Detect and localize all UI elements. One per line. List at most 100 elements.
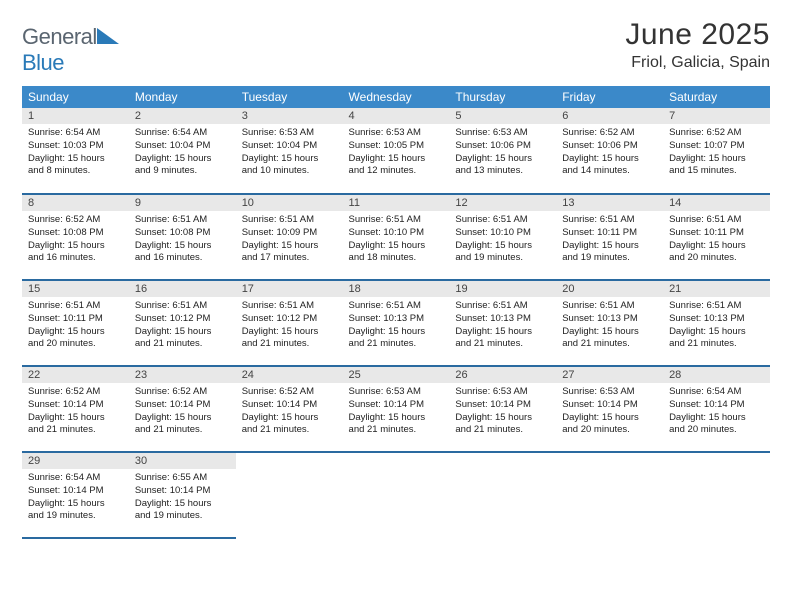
calendar-body: 1Sunrise: 6:54 AMSunset: 10:03 PMDayligh… [22,108,770,538]
brand-text: GeneralBlue [22,24,119,76]
calendar-cell: 13Sunrise: 6:51 AMSunset: 10:11 PMDaylig… [556,194,663,280]
triangle-icon [97,28,119,44]
day-number: 22 [22,367,129,383]
day-details: Sunrise: 6:52 AMSunset: 10:14 PMDaylight… [129,383,236,441]
weekday-header: Tuesday [236,86,343,108]
calendar-cell: 6Sunrise: 6:52 AMSunset: 10:06 PMDayligh… [556,108,663,194]
brand-word-1: General [22,24,97,49]
calendar-cell [236,452,343,538]
day-number: 29 [22,453,129,469]
calendar-cell: 25Sunrise: 6:53 AMSunset: 10:14 PMDaylig… [343,366,450,452]
calendar-cell: 11Sunrise: 6:51 AMSunset: 10:10 PMDaylig… [343,194,450,280]
calendar-cell: 12Sunrise: 6:51 AMSunset: 10:10 PMDaylig… [449,194,556,280]
day-details: Sunrise: 6:51 AMSunset: 10:13 PMDaylight… [663,297,770,355]
calendar-cell: 18Sunrise: 6:51 AMSunset: 10:13 PMDaylig… [343,280,450,366]
calendar-cell: 9Sunrise: 6:51 AMSunset: 10:08 PMDayligh… [129,194,236,280]
calendar-cell: 5Sunrise: 6:53 AMSunset: 10:06 PMDayligh… [449,108,556,194]
day-details: Sunrise: 6:51 AMSunset: 10:11 PMDaylight… [556,211,663,269]
calendar-cell: 23Sunrise: 6:52 AMSunset: 10:14 PMDaylig… [129,366,236,452]
calendar-cell: 19Sunrise: 6:51 AMSunset: 10:13 PMDaylig… [449,280,556,366]
day-number: 25 [343,367,450,383]
day-number: 30 [129,453,236,469]
title-block: June 2025 Friol, Galicia, Spain [625,18,770,72]
calendar-cell: 10Sunrise: 6:51 AMSunset: 10:09 PMDaylig… [236,194,343,280]
day-number: 10 [236,195,343,211]
weekday-header: Friday [556,86,663,108]
calendar-cell: 3Sunrise: 6:53 AMSunset: 10:04 PMDayligh… [236,108,343,194]
calendar-cell: 7Sunrise: 6:52 AMSunset: 10:07 PMDayligh… [663,108,770,194]
calendar-cell: 8Sunrise: 6:52 AMSunset: 10:08 PMDayligh… [22,194,129,280]
day-details: Sunrise: 6:51 AMSunset: 10:13 PMDaylight… [343,297,450,355]
calendar-cell: 28Sunrise: 6:54 AMSunset: 10:14 PMDaylig… [663,366,770,452]
day-number: 27 [556,367,663,383]
calendar-cell: 20Sunrise: 6:51 AMSunset: 10:13 PMDaylig… [556,280,663,366]
calendar-cell [663,452,770,538]
day-number: 16 [129,281,236,297]
day-details: Sunrise: 6:55 AMSunset: 10:14 PMDaylight… [129,469,236,527]
location-subtitle: Friol, Galicia, Spain [625,54,770,72]
page-header: GeneralBlue June 2025 Friol, Galicia, Sp… [22,18,770,76]
day-details: Sunrise: 6:54 AMSunset: 10:14 PMDaylight… [663,383,770,441]
day-details: Sunrise: 6:52 AMSunset: 10:08 PMDaylight… [22,211,129,269]
day-number: 12 [449,195,556,211]
day-details: Sunrise: 6:54 AMSunset: 10:03 PMDaylight… [22,124,129,182]
day-number: 4 [343,108,450,124]
day-number: 6 [556,108,663,124]
day-number: 28 [663,367,770,383]
calendar-cell: 2Sunrise: 6:54 AMSunset: 10:04 PMDayligh… [129,108,236,194]
day-number: 18 [343,281,450,297]
day-number: 5 [449,108,556,124]
calendar-cell [343,452,450,538]
day-number: 3 [236,108,343,124]
calendar-cell: 16Sunrise: 6:51 AMSunset: 10:12 PMDaylig… [129,280,236,366]
day-details: Sunrise: 6:53 AMSunset: 10:14 PMDaylight… [556,383,663,441]
day-number: 23 [129,367,236,383]
day-details: Sunrise: 6:51 AMSunset: 10:10 PMDaylight… [343,211,450,269]
day-number: 9 [129,195,236,211]
day-details: Sunrise: 6:51 AMSunset: 10:12 PMDaylight… [129,297,236,355]
calendar-cell [449,452,556,538]
day-details: Sunrise: 6:52 AMSunset: 10:14 PMDaylight… [22,383,129,441]
day-details: Sunrise: 6:52 AMSunset: 10:07 PMDaylight… [663,124,770,182]
day-number: 7 [663,108,770,124]
day-number: 11 [343,195,450,211]
day-details: Sunrise: 6:53 AMSunset: 10:14 PMDaylight… [449,383,556,441]
weekday-header: Monday [129,86,236,108]
weekday-header: Thursday [449,86,556,108]
day-details: Sunrise: 6:52 AMSunset: 10:06 PMDaylight… [556,124,663,182]
day-details: Sunrise: 6:54 AMSunset: 10:14 PMDaylight… [22,469,129,527]
day-number: 8 [22,195,129,211]
day-number: 1 [22,108,129,124]
weekday-header: Sunday [22,86,129,108]
calendar-cell: 30Sunrise: 6:55 AMSunset: 10:14 PMDaylig… [129,452,236,538]
day-details: Sunrise: 6:51 AMSunset: 10:11 PMDaylight… [22,297,129,355]
day-details: Sunrise: 6:51 AMSunset: 10:08 PMDaylight… [129,211,236,269]
weekday-header: Wednesday [343,86,450,108]
day-details: Sunrise: 6:51 AMSunset: 10:10 PMDaylight… [449,211,556,269]
day-number: 14 [663,195,770,211]
calendar-table: SundayMondayTuesdayWednesdayThursdayFrid… [22,86,770,539]
day-details: Sunrise: 6:51 AMSunset: 10:13 PMDaylight… [449,297,556,355]
weekday-header: Saturday [663,86,770,108]
day-details: Sunrise: 6:52 AMSunset: 10:14 PMDaylight… [236,383,343,441]
calendar-cell: 21Sunrise: 6:51 AMSunset: 10:13 PMDaylig… [663,280,770,366]
month-title: June 2025 [625,18,770,52]
day-number: 19 [449,281,556,297]
day-number: 20 [556,281,663,297]
calendar-cell: 22Sunrise: 6:52 AMSunset: 10:14 PMDaylig… [22,366,129,452]
brand-logo: GeneralBlue [22,24,119,76]
day-details: Sunrise: 6:53 AMSunset: 10:14 PMDaylight… [343,383,450,441]
calendar-header-row: SundayMondayTuesdayWednesdayThursdayFrid… [22,86,770,108]
day-details: Sunrise: 6:53 AMSunset: 10:04 PMDaylight… [236,124,343,182]
calendar-cell [556,452,663,538]
calendar-cell: 17Sunrise: 6:51 AMSunset: 10:12 PMDaylig… [236,280,343,366]
day-number: 15 [22,281,129,297]
calendar-cell: 14Sunrise: 6:51 AMSunset: 10:11 PMDaylig… [663,194,770,280]
day-number: 26 [449,367,556,383]
day-details: Sunrise: 6:51 AMSunset: 10:13 PMDaylight… [556,297,663,355]
calendar-cell: 1Sunrise: 6:54 AMSunset: 10:03 PMDayligh… [22,108,129,194]
calendar-cell: 27Sunrise: 6:53 AMSunset: 10:14 PMDaylig… [556,366,663,452]
day-number: 2 [129,108,236,124]
calendar-cell: 15Sunrise: 6:51 AMSunset: 10:11 PMDaylig… [22,280,129,366]
calendar-cell: 26Sunrise: 6:53 AMSunset: 10:14 PMDaylig… [449,366,556,452]
